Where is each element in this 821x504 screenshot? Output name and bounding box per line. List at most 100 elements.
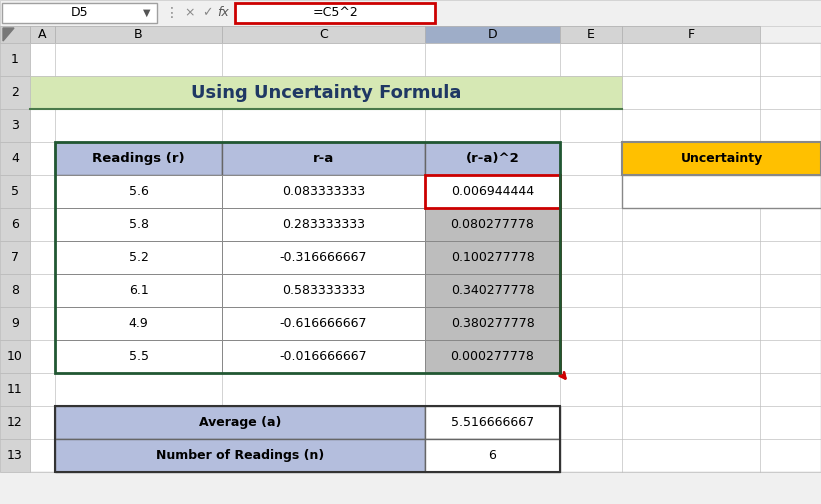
Text: 5.6: 5.6 [129, 185, 149, 198]
Text: F: F [687, 28, 695, 41]
Text: 1: 1 [11, 53, 19, 66]
Bar [55, 340, 222, 373]
Text: -0.016666667: -0.016666667 [280, 350, 367, 363]
Bar [425, 175, 560, 208]
Bar [0, 208, 30, 241]
Bar [0, 241, 30, 274]
Text: 0.100277778: 0.100277778 [451, 251, 534, 264]
Bar [55, 406, 425, 439]
Text: 11: 11 [7, 383, 23, 396]
Bar [425, 340, 560, 373]
Bar [55, 274, 222, 307]
Text: 0.283333333: 0.283333333 [282, 218, 365, 231]
Bar [425, 208, 560, 241]
Text: 0.340277778: 0.340277778 [451, 284, 534, 297]
Text: E: E [587, 28, 595, 41]
Text: ▼: ▼ [143, 8, 151, 18]
Text: 7: 7 [11, 251, 19, 264]
Text: ⋮: ⋮ [165, 6, 179, 20]
Bar [622, 142, 821, 175]
Text: (r-a)^2: (r-a)^2 [466, 152, 520, 165]
Bar [55, 406, 560, 472]
Bar [55, 175, 222, 208]
Text: 0.000277778: 0.000277778 [451, 350, 534, 363]
Polygon shape [3, 28, 14, 41]
Text: Readings (r): Readings (r) [92, 152, 185, 165]
Bar [30, 76, 622, 109]
Bar [0, 43, 30, 76]
Text: -0.316666667: -0.316666667 [280, 251, 367, 264]
Text: 6.1: 6.1 [129, 284, 149, 297]
Bar [2, 3, 157, 23]
Text: B: B [134, 28, 143, 41]
Bar [222, 274, 425, 307]
Bar [0, 26, 30, 43]
Bar [222, 26, 425, 43]
Text: -0.616666667: -0.616666667 [280, 317, 367, 330]
Text: 9: 9 [11, 317, 19, 330]
Bar [222, 241, 425, 274]
Bar [0, 307, 30, 340]
Text: D: D [488, 28, 498, 41]
Text: 5.8: 5.8 [129, 218, 149, 231]
Bar [425, 175, 560, 208]
Text: 5.5: 5.5 [129, 350, 149, 363]
Bar [425, 142, 560, 175]
Text: 0.080277778: 0.080277778 [451, 218, 534, 231]
Text: 0.083333333: 0.083333333 [282, 185, 365, 198]
Text: Uncertainty: Uncertainty [681, 152, 763, 165]
Bar [55, 241, 222, 274]
Text: 6: 6 [488, 449, 497, 462]
Text: 5.516666667: 5.516666667 [451, 416, 534, 429]
Bar [425, 26, 560, 43]
Bar [0, 0, 821, 26]
Bar [0, 109, 30, 142]
Text: 5.2: 5.2 [129, 251, 149, 264]
Text: 0.380277778: 0.380277778 [451, 317, 534, 330]
Bar [0, 142, 30, 175]
Bar [425, 307, 560, 340]
Bar [0, 274, 30, 307]
Text: 5: 5 [11, 185, 19, 198]
Bar [55, 26, 222, 43]
Text: r-a: r-a [313, 152, 334, 165]
Text: 0.006944444: 0.006944444 [451, 185, 534, 198]
Bar [235, 3, 435, 23]
Bar [622, 26, 760, 43]
Bar [55, 142, 222, 175]
Bar [55, 208, 222, 241]
Text: 0.006944444: 0.006944444 [451, 185, 534, 198]
Text: 6: 6 [11, 218, 19, 231]
Bar [425, 406, 560, 439]
Text: 12: 12 [7, 416, 23, 429]
Bar [0, 175, 30, 208]
Text: Average (a): Average (a) [199, 416, 281, 429]
Text: 8: 8 [11, 284, 19, 297]
Bar [0, 439, 30, 472]
Bar [55, 142, 560, 373]
Text: ×: × [185, 7, 195, 20]
Bar [0, 76, 30, 109]
Bar [55, 439, 425, 472]
Text: fx: fx [217, 7, 229, 20]
Bar [425, 274, 560, 307]
Text: 0.583333333: 0.583333333 [282, 284, 365, 297]
Bar [0, 373, 30, 406]
Bar [0, 340, 30, 373]
Bar [222, 340, 425, 373]
Bar [0, 406, 30, 439]
Bar [30, 26, 55, 43]
Text: C: C [319, 28, 328, 41]
Text: D5: D5 [71, 7, 89, 20]
Text: 4.9: 4.9 [129, 317, 149, 330]
Bar [30, 43, 821, 472]
Bar [560, 26, 622, 43]
Bar [622, 175, 821, 208]
Bar [222, 307, 425, 340]
Text: 13: 13 [7, 449, 23, 462]
Text: 3: 3 [11, 119, 19, 132]
Text: 10: 10 [7, 350, 23, 363]
Text: A: A [39, 28, 47, 41]
Text: Number of Readings (n): Number of Readings (n) [156, 449, 324, 462]
Bar [425, 241, 560, 274]
